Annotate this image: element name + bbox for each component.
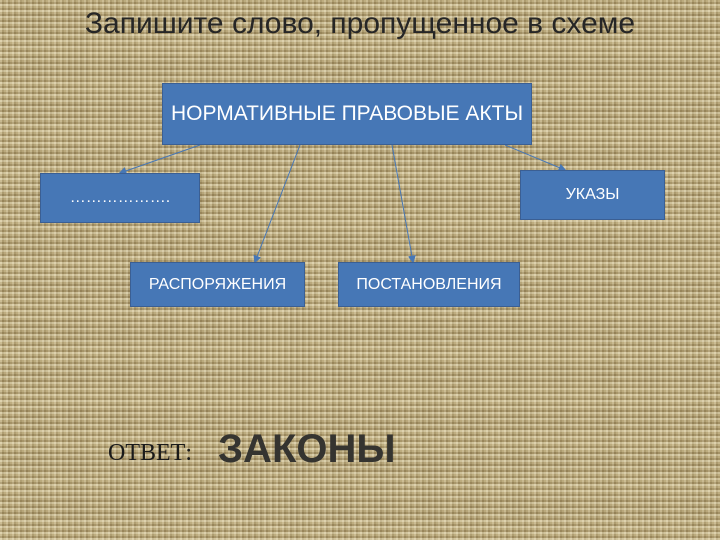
child-box-rasporyazheniya: РАСПОРЯЖЕНИЯ bbox=[130, 262, 305, 307]
slide-title: Запишите слово, пропущенное в схеме bbox=[0, 6, 720, 43]
answer-label: ОТВЕТ: bbox=[108, 440, 192, 467]
slide: Запишите слово, пропущенное в схеме НОРМ… bbox=[0, 0, 720, 540]
root-label: НОРМАТИВНЫЕ ПРАВОВЫЕ АКТЫ bbox=[171, 102, 523, 125]
child-label: ПОСТАНОВЛЕНИЯ bbox=[356, 276, 501, 294]
child-label: РАСПОРЯЖЕНИЯ bbox=[149, 276, 286, 294]
child-box-postanovleniya: ПОСТАНОВЛЕНИЯ bbox=[338, 262, 520, 307]
child-box-ukazy: УКАЗЫ bbox=[520, 170, 665, 220]
child-box-blank: ………………. bbox=[40, 173, 200, 223]
child-label: ………………. bbox=[70, 189, 170, 207]
answer-value: ЗАКОНЫ bbox=[218, 428, 418, 470]
root-box: НОРМАТИВНЫЕ ПРАВОВЫЕ АКТЫ bbox=[162, 83, 532, 145]
child-label: УКАЗЫ bbox=[566, 186, 620, 204]
